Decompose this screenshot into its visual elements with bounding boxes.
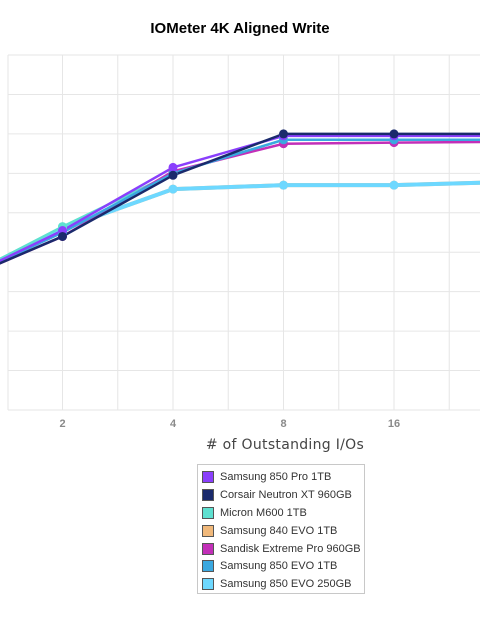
- data-point: [58, 231, 67, 241]
- series-line: [0, 132, 480, 265]
- x-tick-label: 16: [388, 418, 400, 430]
- series-lines: [0, 132, 480, 265]
- legend-label: Samsung 850 EVO 250GB: [220, 578, 352, 591]
- series-line: [0, 180, 480, 263]
- legend-item[interactable]: Corsair Neutron XT 960GB: [198, 486, 364, 504]
- series-points: [58, 129, 399, 241]
- legend-swatch: [202, 524, 214, 537]
- legend-label: Samsung 850 Pro 1TB: [220, 470, 332, 483]
- legend-item[interactable]: Samsung 850 Pro 1TB: [198, 468, 364, 486]
- legend-label: Samsung 840 EVO 1TB: [220, 524, 338, 537]
- legend-item[interactable]: Samsung 850 EVO 250GB: [198, 575, 364, 593]
- legend-item[interactable]: Micron M600 1TB: [198, 504, 364, 522]
- chart-title: IOMeter 4K Aligned Write: [150, 20, 330, 37]
- x-tick-label: 8: [280, 418, 286, 430]
- data-point: [279, 129, 288, 139]
- series-line: [0, 134, 480, 263]
- legend-swatch: [202, 506, 214, 519]
- data-point: [168, 162, 178, 172]
- chart-legend: Samsung 850 Pro 1TB Corsair Neutron XT 96…: [197, 464, 365, 594]
- x-axis-label: # of Outstanding I/Os: [205, 437, 365, 453]
- data-point: [279, 180, 288, 190]
- legend-item[interactable]: Sandisk Extreme Pro 960GB: [198, 540, 364, 558]
- legend-swatch: [202, 488, 214, 501]
- legend-swatch: [202, 560, 214, 573]
- legend-label: Corsair Neutron XT 960GB: [220, 488, 352, 501]
- data-point: [389, 180, 399, 190]
- legend-label: Micron M600 1TB: [220, 506, 307, 519]
- data-point: [168, 184, 178, 194]
- legend-label: Samsung 850 EVO 1TB: [220, 560, 338, 573]
- x-tick-labels: 2 4 8 16: [59, 418, 400, 430]
- legend-item[interactable]: Samsung 850 EVO 1TB: [198, 557, 364, 575]
- legend-swatch: [202, 470, 214, 483]
- x-tick-label: 4: [170, 418, 177, 430]
- grid-lines: [7, 54, 480, 411]
- legend-label: Sandisk Extreme Pro 960GB: [220, 542, 361, 555]
- x-tick-label: 2: [59, 418, 65, 430]
- series-line: [0, 138, 480, 261]
- legend-item[interactable]: Samsung 840 EVO 1TB: [198, 522, 364, 540]
- legend-swatch: [202, 542, 214, 555]
- legend-swatch: [202, 578, 214, 591]
- series-line: [0, 180, 480, 263]
- data-point: [389, 129, 399, 139]
- series-line: [0, 138, 480, 263]
- data-point: [168, 170, 178, 180]
